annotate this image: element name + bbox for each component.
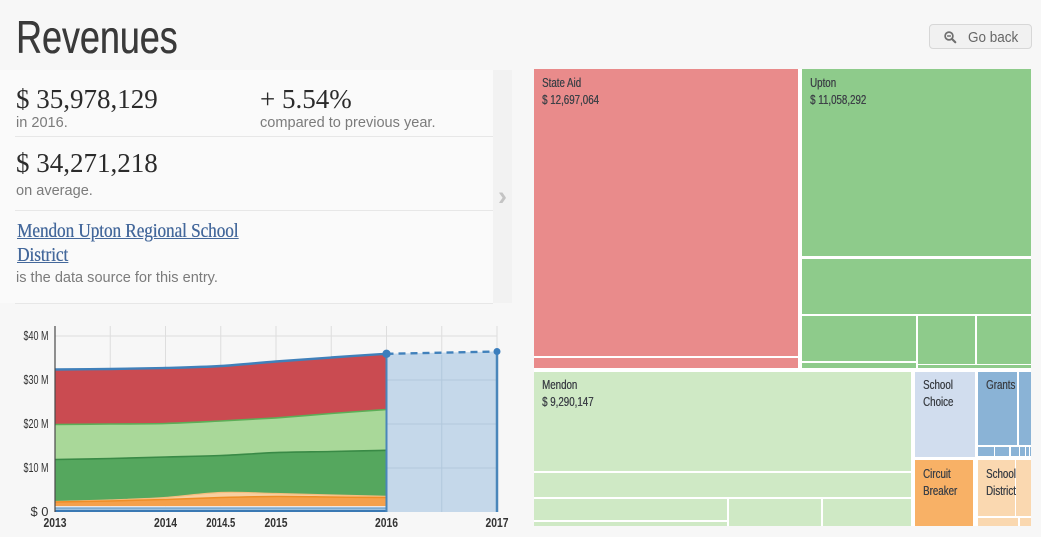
svg-text:$40 M: $40 M <box>24 328 49 343</box>
svg-text:$30 M: $30 M <box>24 372 49 387</box>
svg-text:2014.5: 2014.5 <box>206 516 235 530</box>
svg-text:$ 0: $ 0 <box>31 504 49 519</box>
svg-text:$10 M: $10 M <box>24 460 49 475</box>
svg-text:2013: 2013 <box>44 516 67 530</box>
svg-text:$20 M: $20 M <box>24 416 49 431</box>
svg-text:2015: 2015 <box>265 516 288 530</box>
svg-text:2016: 2016 <box>375 516 398 530</box>
svg-text:2014: 2014 <box>154 516 177 530</box>
svg-text:2017: 2017 <box>486 516 509 530</box>
